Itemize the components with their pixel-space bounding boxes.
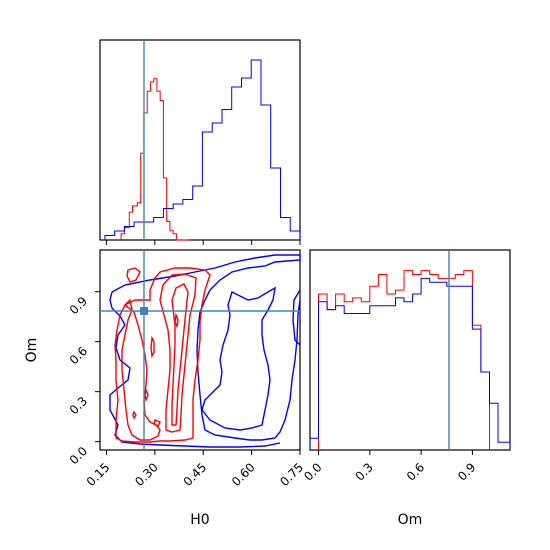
contour-red-spot-2: [174, 312, 179, 329]
contour-xtick-label: 0.45: [181, 460, 210, 489]
contour-panel: [99, 249, 301, 451]
h0-histogram-blue: [104, 59, 301, 240]
y-axis-label-om: Om: [24, 338, 40, 363]
contour-ytick-label: 0.6: [67, 344, 90, 367]
om-histogram-blue: [309, 277, 511, 450]
h0-histogram-red: [120, 78, 190, 241]
contour-red-spot-5: [153, 419, 161, 427]
om-histogram-panel: [309, 249, 511, 451]
om-histogram-red: [318, 270, 490, 450]
om-histogram-series: [309, 270, 511, 450]
om-hist-xtick-label: 0.3: [353, 460, 376, 483]
contour-blue-right-edge: [292, 289, 301, 346]
contour-red-outer: [114, 267, 211, 443]
contour-red-spot-1: [150, 335, 155, 359]
x-axis-label-om: Om: [398, 512, 423, 528]
contour-xtick-label: 0.15: [84, 460, 113, 489]
x-axis-label-h0: H0: [190, 512, 209, 528]
contour-blue-outer: [111, 254, 301, 441]
contour-ytick-label: 0.9: [67, 294, 90, 317]
contour-red-left-blob: [126, 267, 141, 283]
contour-red-spot-3: [144, 387, 149, 403]
contour-ytick-label: 0.3: [67, 394, 90, 417]
contour-red-spot-4: [132, 410, 137, 420]
contour-xtick-label: 0.60: [229, 460, 258, 489]
contour-red-mid: [159, 273, 197, 433]
contour-red-inner: [171, 283, 189, 426]
om-hist-xtick-label: 0.0: [301, 460, 324, 483]
contour-red-left-band: [121, 298, 161, 441]
contour-blue-left-outer: [109, 291, 281, 448]
h0-histogram-panel: [99, 39, 301, 241]
truth-markers: [100, 40, 450, 450]
h0-histogram-series: [104, 59, 301, 241]
om-hist-xtick-label: 0.6: [404, 460, 427, 483]
contour-blue-inner: [201, 286, 276, 431]
contour-xtick-label: 0.30: [132, 460, 161, 489]
contour-blue-series: [109, 254, 301, 448]
contour-ytick-label: 0.0: [67, 444, 90, 467]
axis-ticks: 0.15 0.30 0.45 0.60 0.750.00.30.60.90.0 0.3 0.…: [67, 240, 479, 489]
om-hist-xtick-label: 0.9: [455, 460, 478, 483]
contour-red-series: [114, 267, 211, 443]
truth-point-marker: [140, 307, 148, 315]
